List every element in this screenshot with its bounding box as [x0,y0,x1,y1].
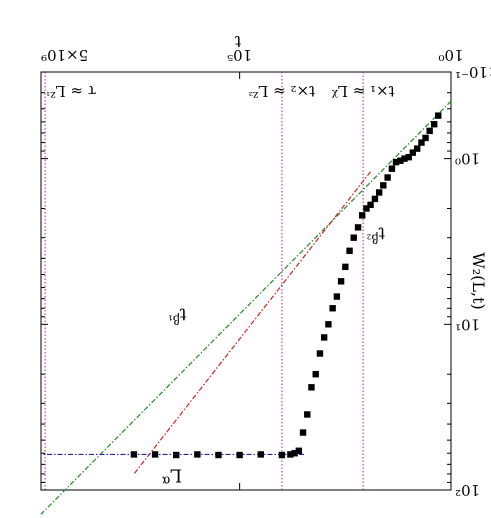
y-tick-label: 10⁰ [455,150,480,168]
plot-frame [40,71,452,491]
data-point [236,451,243,459]
data-point [329,305,336,312]
data-point [392,158,400,166]
data-point [363,205,370,212]
data-point [295,447,303,455]
annotation-t-beta2: tβ₂ [366,222,385,245]
data-point [409,149,417,156]
annotation-tau: τ ≈ Lz₁ [46,82,96,101]
data-point [333,293,341,300]
data-point [359,212,366,219]
reference-line-1 [133,171,372,475]
data-point [426,127,433,135]
data-point [173,451,180,459]
data-point [278,451,286,459]
data-point [320,334,328,341]
data-point [405,153,412,161]
data-point [430,121,438,128]
annotation-tx2: t×₂ ≈ Lz₂ [249,82,315,101]
data-point [346,247,353,255]
annotation-t-beta1: tβ₁ [168,303,187,326]
x-tick-label: 5×10⁹ [41,46,88,64]
y-tick-label: 3×10⁻¹ [455,63,491,81]
data-point [287,451,294,458]
data-point [414,145,421,152]
data-point [380,182,387,189]
data-point [325,321,332,328]
data-point [397,157,404,164]
data-point [418,139,425,146]
data-point [304,411,311,418]
y-axis-label: W₂(L,t) [469,252,488,309]
annotation-L-alpha: Lα [161,464,182,489]
data-point [367,201,374,209]
x-axis-label: t [234,32,241,51]
annotation-tx1: t×₁ ≈ Lχ [331,82,395,101]
data-point [194,451,201,458]
data-point [337,278,345,285]
data-point [215,451,222,459]
data-point [291,450,298,457]
data-point [422,134,429,142]
y-tick-label: 10² [455,481,480,499]
reference-line-0 [40,100,452,515]
data-point [342,263,349,271]
data-point [354,224,362,231]
data-point [350,234,357,241]
data-point [299,429,307,436]
data-point [316,350,324,357]
data-point [257,451,264,458]
y-tick-label: 10¹ [455,315,480,333]
x-tick-label: 10⁰ [438,46,463,64]
data-point [375,189,383,196]
x-tick-label: 10⁵ [227,46,252,64]
data-point [312,370,319,378]
data-point [371,195,379,203]
data-point [388,165,396,172]
data-point [130,451,138,458]
data-point [401,155,408,162]
data-point [384,174,391,181]
data-point [308,384,315,391]
data-point [151,451,159,458]
data-point [435,112,442,119]
